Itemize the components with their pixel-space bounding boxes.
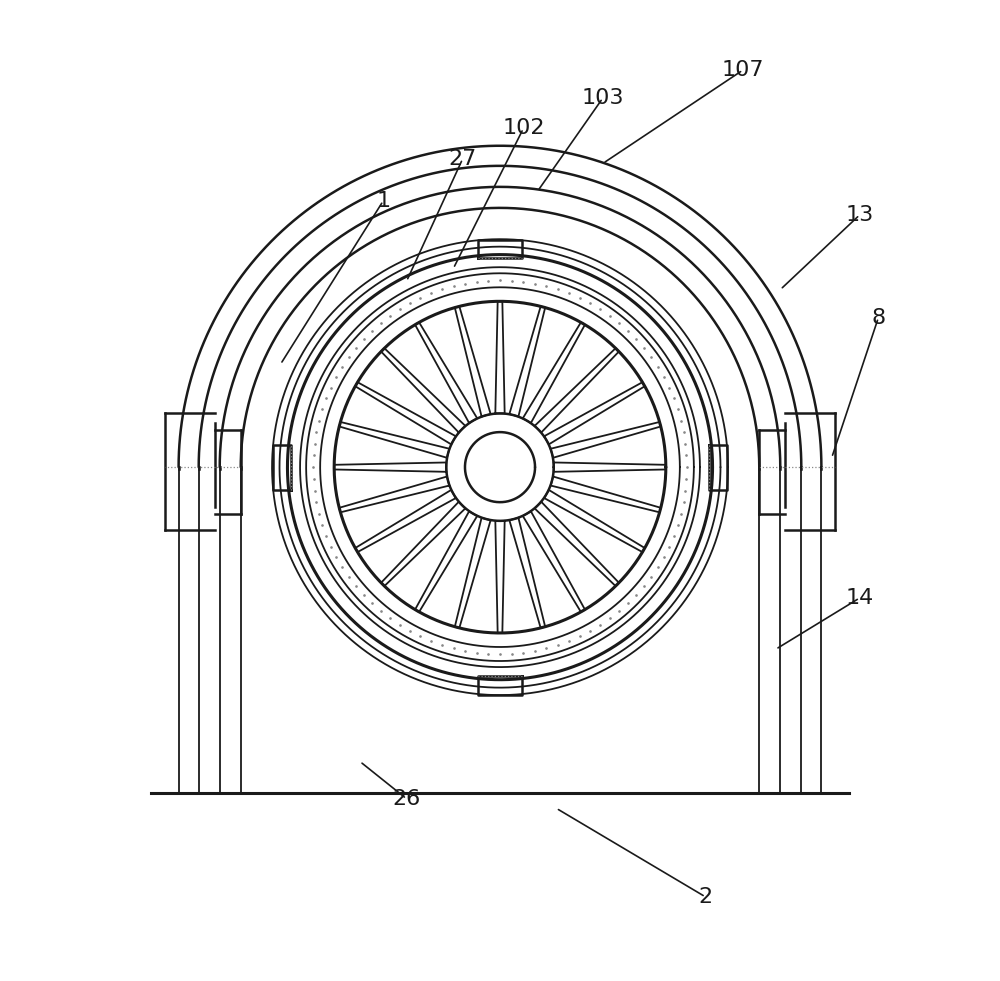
Text: 26: 26 (392, 789, 421, 808)
Text: 102: 102 (502, 119, 545, 138)
Text: 13: 13 (846, 205, 874, 225)
Text: 1: 1 (376, 191, 390, 211)
Text: 27: 27 (449, 149, 477, 169)
Text: 8: 8 (871, 308, 885, 328)
Text: 2: 2 (698, 887, 713, 906)
Text: 107: 107 (722, 60, 764, 80)
Text: 14: 14 (846, 588, 874, 608)
Text: 103: 103 (582, 88, 624, 108)
